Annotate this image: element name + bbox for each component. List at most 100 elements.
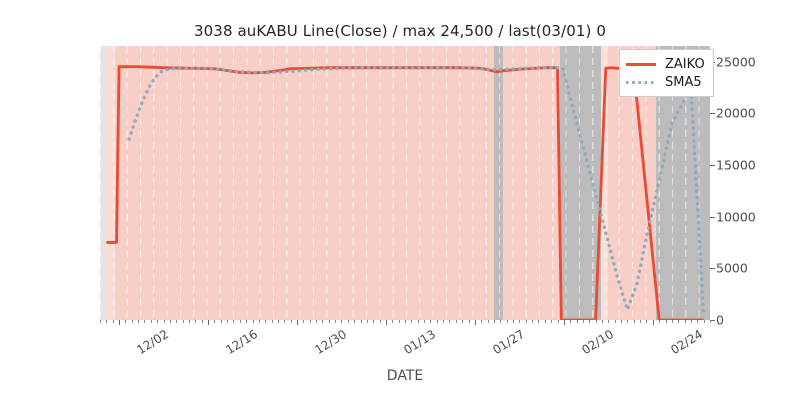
x-minor-tick-mark <box>309 320 311 323</box>
x-minor-tick-mark <box>239 320 241 323</box>
x-minor-tick-mark <box>411 320 413 323</box>
x-minor-tick-mark <box>551 320 553 323</box>
x-minor-tick-mark <box>468 320 470 323</box>
x-minor-tick-mark <box>614 320 616 323</box>
x-minor-tick-mark <box>697 320 699 323</box>
data-series <box>106 65 706 320</box>
x-minor-tick-mark <box>201 320 203 323</box>
x-minor-tick-mark <box>627 320 629 323</box>
x-minor-tick-mark <box>392 320 394 323</box>
x-minor-tick-mark <box>455 320 457 323</box>
x-minor-tick-mark <box>589 320 591 323</box>
x-minor-tick-mark <box>449 320 451 323</box>
x-minor-tick-mark <box>373 320 375 323</box>
legend-item-sma5: SMA5 <box>626 73 705 91</box>
x-minor-tick-mark <box>131 320 133 323</box>
x-minor-tick-mark <box>176 320 178 323</box>
x-minor-tick-mark <box>405 320 406 323</box>
x-minor-tick-mark <box>398 320 400 323</box>
x-minor-tick-mark <box>328 320 330 323</box>
x-minor-tick-mark <box>532 320 534 323</box>
x-minor-tick-mark <box>138 320 140 323</box>
x-minor-tick-mark <box>646 320 648 323</box>
x-tick-label: 12/30 <box>312 327 349 358</box>
x-minor-tick-mark <box>303 320 305 323</box>
x-minor-tick-mark <box>525 320 527 323</box>
x-minor-tick-mark <box>112 320 114 323</box>
x-minor-tick-mark <box>678 320 680 323</box>
x-minor-tick-mark <box>557 320 559 323</box>
x-minor-tick-mark <box>265 320 267 323</box>
x-minor-tick-mark <box>169 320 171 323</box>
dotted-line-key <box>626 76 656 88</box>
y-tick-mark <box>710 164 715 166</box>
x-minor-tick-mark <box>316 320 318 323</box>
chart-legend: ZAIKO SMA5 <box>619 49 714 97</box>
x-minor-tick-mark <box>462 320 464 323</box>
x-minor-tick-mark <box>710 320 711 323</box>
x-axis-label: DATE <box>386 368 424 384</box>
y-tick-label: 25000 <box>716 54 756 69</box>
x-minor-tick-mark <box>290 320 292 323</box>
y-tick-label: 10000 <box>716 209 756 225</box>
x-minor-tick-mark <box>233 320 235 323</box>
x-tick-label: 02/10 <box>579 327 616 358</box>
x-minor-tick-mark <box>487 320 489 323</box>
x-minor-tick-mark <box>347 320 349 323</box>
x-tick-label: 02/24 <box>668 327 705 358</box>
x-tick-mark <box>119 320 121 325</box>
x-minor-tick-mark <box>424 320 426 323</box>
y-tick-label: 15000 <box>716 157 756 173</box>
x-tick-mark <box>385 320 387 325</box>
x-minor-tick-mark <box>513 320 515 323</box>
x-minor-tick-mark <box>500 320 502 323</box>
x-minor-tick-mark <box>366 320 368 323</box>
x-minor-tick-mark <box>144 320 146 323</box>
x-tick-mark <box>652 320 654 325</box>
y-tick-label: 0 <box>716 312 724 328</box>
x-minor-tick-mark <box>570 320 572 323</box>
x-minor-tick-mark <box>430 320 432 323</box>
x-minor-tick-mark <box>360 320 362 323</box>
x-minor-tick-mark <box>608 320 610 323</box>
x-tick-mark <box>474 320 476 325</box>
y-tick-label: 5000 <box>716 260 748 276</box>
x-minor-tick-mark <box>436 320 438 323</box>
x-minor-tick-mark <box>481 320 483 323</box>
x-minor-tick-mark <box>277 320 279 323</box>
x-minor-tick-mark <box>519 320 521 323</box>
x-minor-tick-mark <box>125 320 127 323</box>
x-minor-tick-mark <box>659 320 661 323</box>
x-minor-tick-mark <box>150 320 152 323</box>
x-minor-tick-mark <box>341 320 343 323</box>
x-minor-tick-mark <box>335 320 337 323</box>
chart-title: 3038 auKABU Line(Close) / max 24,500 / l… <box>194 22 606 40</box>
series-line-sma5 <box>127 66 706 316</box>
x-minor-tick-mark <box>271 320 273 323</box>
x-minor-tick-mark <box>640 320 642 323</box>
x-minor-tick-mark <box>544 320 546 323</box>
x-minor-tick-mark <box>195 320 197 323</box>
solid-line-key <box>626 58 656 70</box>
x-minor-tick-mark <box>220 320 222 323</box>
legend-label-sma5: SMA5 <box>665 74 702 90</box>
x-minor-tick-mark <box>443 320 445 323</box>
x-minor-tick-mark <box>493 320 495 323</box>
y-tick-mark <box>710 320 715 321</box>
x-tick-label: 12/02 <box>134 327 172 358</box>
legend-item-zaiko: ZAIKO <box>626 55 705 73</box>
x-minor-tick-mark <box>246 320 248 323</box>
x-minor-tick-mark <box>322 320 324 323</box>
x-minor-tick-mark <box>595 320 597 323</box>
x-minor-tick-mark <box>506 320 508 323</box>
x-minor-tick-mark <box>182 320 184 323</box>
y-tick-mark <box>710 216 715 218</box>
x-tick-mark <box>563 320 565 325</box>
x-minor-tick-mark <box>665 320 667 323</box>
x-minor-tick-mark <box>163 320 165 323</box>
legend-label-zaiko: ZAIKO <box>665 56 705 72</box>
y-tick-mark <box>710 268 715 270</box>
y-tick-label: 20000 <box>716 105 756 121</box>
x-tick-label: 01/13 <box>401 327 438 358</box>
